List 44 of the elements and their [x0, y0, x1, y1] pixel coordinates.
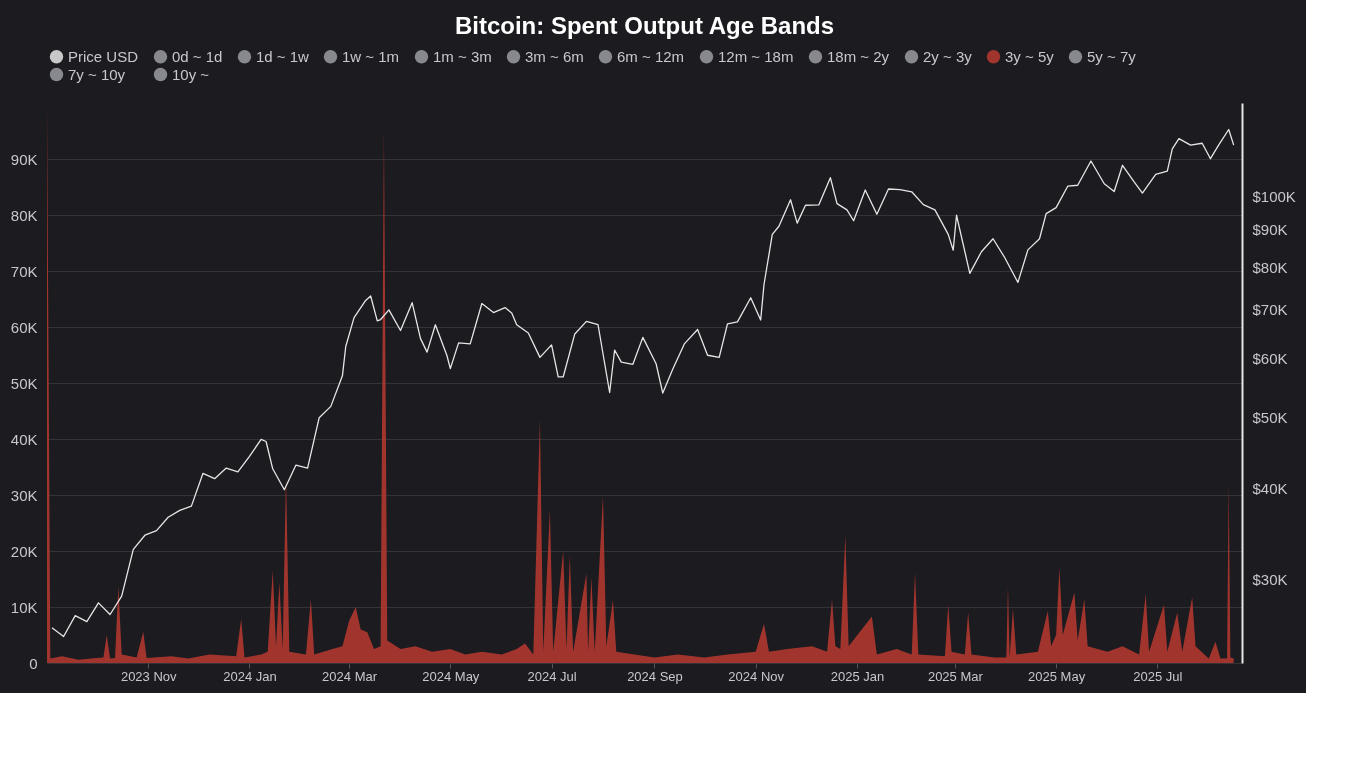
legend-label: 5y ~ 7y: [1087, 47, 1137, 65]
y2-tick-label: $30K: [1252, 571, 1288, 589]
x-tick-label: 2024 Nov: [728, 668, 785, 684]
x-tick-label: 2024 Mar: [322, 668, 378, 684]
y-tick-label: 70K: [10, 262, 38, 280]
legend-label: 6m ~ 12m: [617, 47, 685, 65]
y-tick-label: 10K: [10, 598, 38, 616]
x-tick-label: 2025 May: [1028, 668, 1086, 684]
y-tick-label: 50K: [10, 374, 38, 392]
y-tick-label: 60K: [10, 318, 38, 336]
legend-label: 18m ~ 2y: [827, 47, 890, 65]
x-tick-label: 2024 Jan: [223, 668, 277, 684]
x-tick-label: 2025 Jan: [830, 668, 885, 684]
legend-label: 3m ~ 6m: [525, 47, 584, 65]
legend-label: 1m ~ 3m: [433, 47, 492, 65]
x-tick-label: 2024 Jul: [527, 668, 577, 684]
y2-tick-label: $80K: [1252, 258, 1288, 276]
x-tick-label: 2025 Mar: [927, 668, 984, 684]
y-tick-label: 20K: [10, 542, 38, 560]
y2-tick-label: $50K: [1252, 408, 1288, 426]
legend-label: 2y ~ 3y: [923, 47, 973, 65]
legend-label: 12m ~ 18m: [718, 47, 794, 65]
y2-tick-label: $70K: [1252, 301, 1288, 319]
y-tick-label: 90K: [10, 150, 38, 168]
y2-tick-label: $90K: [1252, 221, 1288, 239]
legend-label: 1d ~ 1w: [256, 47, 310, 65]
x-tick-label: 2025 Jul: [1133, 668, 1183, 684]
y-tick-label: 30K: [10, 486, 38, 504]
y2-tick-label: $40K: [1252, 479, 1288, 497]
chart-title: Bitcoin: Spent Output Age Bands: [454, 12, 835, 39]
y-tick-label: 0: [29, 654, 38, 672]
legend-label: 10y ~: [172, 65, 210, 83]
x-tick-label: 2024 May: [422, 668, 480, 684]
legend-label: 3y ~ 5y: [1005, 47, 1055, 65]
x-tick-label: 2024 Sep: [627, 668, 683, 684]
y-tick-label: 80K: [10, 206, 38, 224]
y2-tick-label: $60K: [1252, 350, 1288, 368]
legend-label: 0d ~ 1d: [172, 47, 223, 65]
legend-label: 7y ~ 10y: [68, 65, 126, 83]
x-tick-label: 2023 Nov: [120, 668, 178, 684]
legend-label: Price USD: [68, 47, 139, 65]
y-tick-label: 40K: [10, 430, 38, 448]
y2-tick-label: $100K: [1252, 187, 1296, 205]
legend-label: 1w ~ 1m: [342, 47, 400, 65]
